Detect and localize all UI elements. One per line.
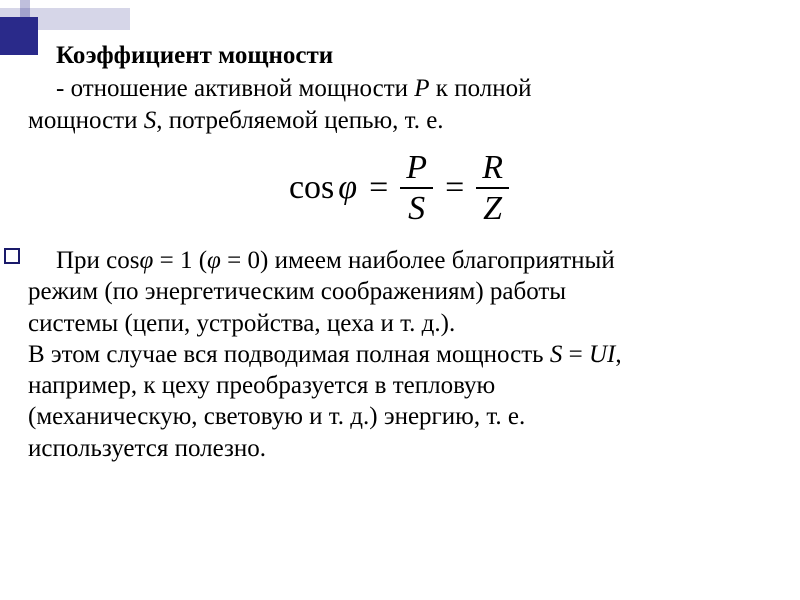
b1a: При cos (56, 247, 140, 274)
formula-block: cosφ = P S = R Z (28, 150, 770, 227)
def-text-2b: , потребляемой цепью, т. е. (156, 107, 443, 134)
fraction-1-num: P (400, 150, 433, 186)
formula-eq-2: = (445, 171, 464, 205)
def-text-1: - отношение активной мощности (56, 75, 414, 102)
content-area: Коэффициент мощности - отношение активно… (28, 40, 770, 464)
formula-eq-1: = (369, 171, 388, 205)
body-line-3: системы (цепи, устройства, цеха и т. д.)… (28, 308, 770, 339)
definition-line-1: - отношение активной мощности Р к полной (28, 73, 770, 104)
b1-phi2: φ (207, 247, 221, 274)
formula-cos: cosφ (289, 171, 357, 205)
b4-ui: UI (589, 341, 615, 368)
body-line-2: режим (по энергетическим соображениям) р… (28, 276, 770, 307)
def-symbol-s: S (144, 107, 157, 134)
fraction-2-den: Z (477, 191, 508, 227)
body-line-6: (механическую, световую и т. д.) энергию… (28, 401, 770, 432)
formula-cos-text: cos (289, 169, 334, 206)
b1c: = 0) имеем наиболее благоприятный (221, 247, 615, 274)
definition-line-2: мощности S, потребляемой цепью, т. е. (28, 105, 770, 136)
def-text-1b: к полной (430, 75, 532, 102)
formula-phi: φ (334, 169, 357, 206)
fraction-2: R Z (476, 150, 509, 227)
b4b: = (562, 341, 589, 368)
body-line-7: используется полезно. (28, 433, 770, 464)
bullet-marker-icon (4, 248, 20, 264)
body-line-1: При cosφ = 1 (φ = 0) имеем наиболее благ… (28, 245, 770, 276)
body-line-4: В этом случае вся подводимая полная мощн… (28, 339, 770, 370)
fraction-1-bar (400, 187, 433, 189)
slide: Коэффициент мощности - отношение активно… (0, 0, 800, 600)
fraction-1: P S (400, 150, 433, 227)
fraction-1-den: S (402, 191, 431, 227)
slide-title: Коэффициент мощности (56, 40, 770, 71)
b1-phi: φ (140, 247, 154, 274)
b1b: = 1 ( (153, 247, 207, 274)
fraction-2-bar (476, 187, 509, 189)
formula: cosφ = P S = R Z (289, 150, 509, 227)
fraction-2-num: R (476, 150, 509, 186)
def-text-2a: мощности (28, 107, 144, 134)
b4c: , (615, 341, 621, 368)
def-symbol-p: Р (414, 75, 429, 102)
body-line-5: например, к цеху преобразуется в теплову… (28, 370, 770, 401)
b4-s: S (550, 341, 563, 368)
b4a: В этом случае вся подводимая полная мощн… (28, 341, 550, 368)
